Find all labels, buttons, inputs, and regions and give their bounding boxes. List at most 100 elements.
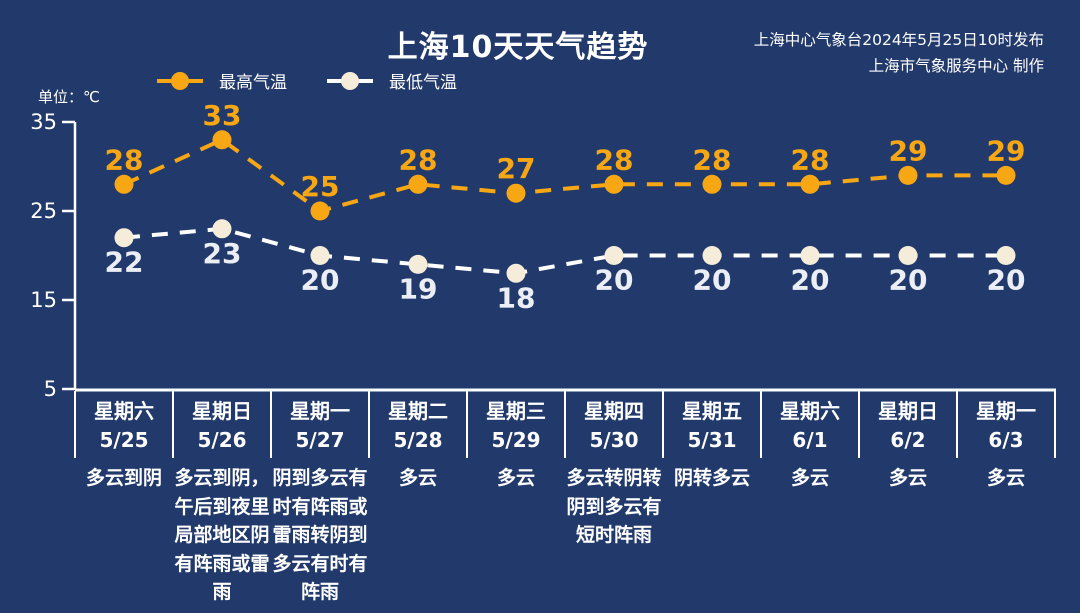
low-temp-value-label: 20: [889, 264, 928, 297]
low-temp-value-label: 20: [301, 264, 340, 297]
day-column: 星期日 5/26 多云到阴，午后到夜里局部地区阴有阵雨或雷雨: [173, 391, 271, 607]
date-label: 6/3: [988, 428, 1024, 452]
high-temp-point: [898, 165, 918, 185]
weather-description: 阴转多云: [673, 467, 750, 489]
day-column: 星期三 5/29 多云: [467, 391, 565, 607]
high-temp-value-label: 29: [889, 134, 928, 167]
weekday-label: 星期一: [290, 399, 350, 423]
weather-description: 多云转阴转阴到多云有短时阵雨: [566, 467, 662, 546]
low-temp-point: [114, 228, 134, 248]
weekday-label: 星期六: [94, 399, 154, 423]
y-axis-tick-label: 35: [30, 110, 57, 134]
high-temp-line: [123, 137, 1006, 214]
high-temp-value-label: 33: [203, 99, 242, 132]
low-temp-line: [123, 226, 1006, 276]
day-column: 星期二 5/28 多云: [369, 391, 467, 607]
page-title: 上海10天天气趋势: [387, 30, 649, 65]
legend-high-label: 最高气温: [219, 73, 287, 93]
source-line-1: 上海中心气象台2024年5月25日10时发布: [753, 31, 1044, 49]
y-axis-tick-label: 25: [30, 199, 57, 223]
low-temp-point: [212, 219, 232, 239]
low-temp-point: [408, 254, 428, 274]
y-axis-tick-label: 5: [44, 377, 57, 401]
low-temp-point: [310, 246, 330, 265]
date-label: 5/26: [197, 428, 247, 452]
low-temp-value-label: 19: [399, 272, 438, 305]
weather-description: 多云: [398, 467, 437, 489]
high-temp-point: [702, 174, 722, 194]
weather-description: 多云: [496, 467, 535, 489]
low-temp-legend-marker-icon: [327, 71, 373, 90]
day-column: 星期四 5/30 多云转阴转阴到多云有短时阵雨: [565, 391, 663, 607]
low-temp-point: [604, 246, 624, 265]
high-temp-point: [310, 201, 330, 221]
low-temp-value-label: 20: [595, 264, 634, 297]
weekday-label: 星期三: [486, 399, 546, 423]
weekday-label: 星期日: [192, 399, 252, 423]
low-temp-value-label: 18: [497, 281, 536, 314]
low-temp-point: [800, 246, 820, 265]
day-column: 星期日 6/2 多云: [859, 391, 957, 607]
weather-description: 多云: [888, 467, 927, 489]
high-temp-value-label: 28: [693, 143, 732, 176]
weekday-label: 星期二: [388, 399, 448, 423]
low-temp-point: [506, 263, 526, 283]
weekday-label: 星期一: [976, 399, 1036, 423]
low-temp-value-label: 20: [791, 264, 830, 297]
low-temp-point: [996, 246, 1016, 265]
day-column: 星期一 5/27 阴到多云有时有阵雨或雷雨转阴到多云有时有阵雨: [271, 391, 369, 607]
high-temp-value-label: 25: [301, 170, 340, 203]
day-column: 星期六 6/1 多云: [761, 391, 859, 607]
source-line-2: 上海市气象服务中心 制作: [868, 57, 1044, 75]
high-temp-point: [408, 174, 428, 194]
weekday-label: 星期六: [780, 399, 840, 423]
low-temp-value-label: 20: [987, 264, 1026, 297]
legend-item-low-temp: 最低气温: [327, 68, 457, 93]
weekday-label: 星期日: [878, 399, 938, 423]
high-temp-value-label: 27: [497, 152, 536, 185]
unit-label: 单位：℃: [38, 88, 100, 106]
low-temp-value-label: 23: [203, 237, 242, 270]
high-temp-point: [996, 165, 1016, 185]
chart-legend: 最高气温 最低气温: [157, 68, 457, 93]
high-temp-value-label: 28: [399, 143, 438, 176]
high-temp-value-label: 28: [791, 143, 830, 176]
day-table: 星期六 5/25 多云到阴 星期日 5/26 多云到阴，午后到夜里局部地区阴有阵…: [75, 391, 1055, 607]
day-column: 星期一 6/3 多云: [957, 391, 1055, 607]
weather-description: 多云: [790, 467, 829, 489]
high-temp-point: [506, 183, 526, 203]
date-label: 5/29: [491, 428, 541, 452]
date-label: 6/2: [890, 428, 926, 452]
high-temp-value-label: 28: [595, 143, 634, 176]
date-label: 5/25: [99, 428, 149, 452]
weather-description: 阴到多云有时有阵雨或雷雨转阴到多云有时有阵雨: [272, 467, 368, 603]
weekday-label: 星期四: [584, 399, 644, 423]
weather-description: 多云到阴，午后到夜里局部地区阴有阵雨或雷雨: [174, 467, 270, 603]
date-label: 5/30: [589, 428, 639, 452]
legend-low-label: 最低气温: [389, 73, 457, 93]
high-temp-value-label: 28: [105, 143, 144, 176]
weekday-label: 星期五: [682, 399, 742, 423]
legend-item-high-temp: 最高气温: [157, 68, 287, 93]
high-temp-point: [114, 174, 134, 194]
date-label: 5/28: [393, 428, 443, 452]
high-temp-point: [800, 174, 820, 194]
weather-description: 多云: [986, 467, 1025, 489]
y-axis-tick-label: 15: [30, 288, 57, 312]
high-temp-legend-marker-icon: [157, 71, 203, 90]
date-label: 6/1: [792, 428, 828, 452]
source-info: 上海中心气象台2024年5月25日10时发布 上海市气象服务中心 制作: [754, 27, 1044, 79]
day-column: 星期六 5/25 多云到阴: [75, 391, 173, 607]
low-temp-value-label: 22: [105, 246, 144, 279]
low-temp-value-label: 20: [693, 264, 732, 297]
weather-description: 多云到阴: [85, 467, 162, 489]
date-label: 5/27: [295, 428, 345, 452]
low-temp-point: [898, 246, 918, 265]
high-temp-point: [604, 174, 624, 194]
low-temp-point: [702, 246, 722, 265]
high-temp-point: [212, 130, 232, 150]
day-column: 星期五 5/31 阴转多云: [663, 391, 761, 607]
high-temp-value-label: 29: [987, 134, 1026, 167]
